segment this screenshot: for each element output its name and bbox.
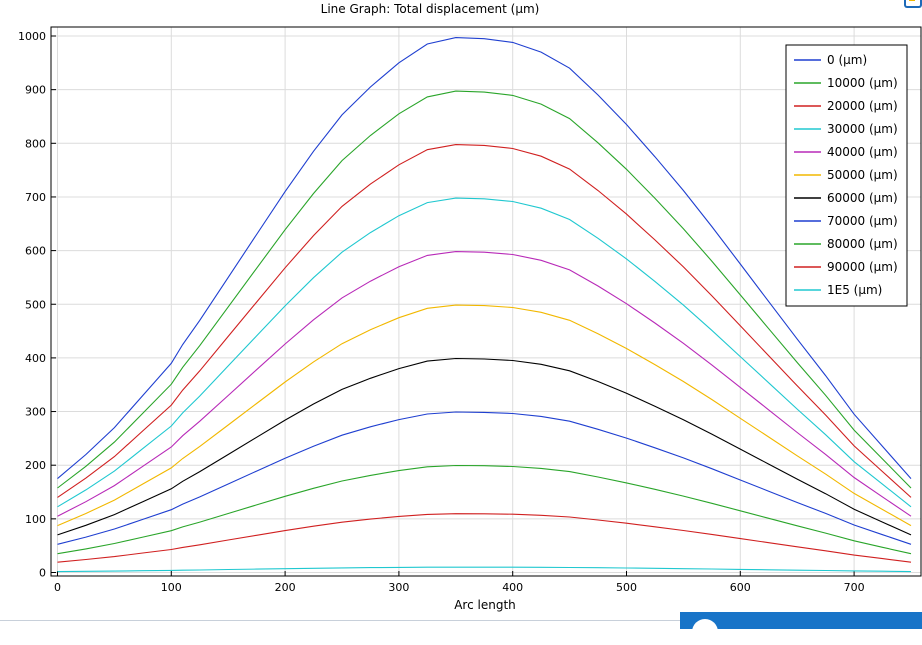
legend-label: 90000 (μm) [827, 260, 898, 274]
legend-label: 1E5 (μm) [827, 283, 882, 297]
legend-label: 70000 (μm) [827, 214, 898, 228]
x-axis: 0 100 200 300 400 500 600 700 [54, 571, 865, 594]
help-icon[interactable] [692, 619, 718, 645]
x-tick-label: 100 [161, 581, 182, 594]
series-line [57, 566, 912, 573]
legend-label: 60000 (μm) [827, 191, 898, 205]
y-tick-label: 300 [25, 406, 46, 419]
series-lines [57, 37, 912, 573]
toolbar-panel[interactable] [680, 612, 922, 645]
window-icon-fill [909, 0, 915, 1]
series-line [57, 357, 912, 536]
y-tick-label: 100 [25, 513, 46, 526]
divider [0, 620, 680, 621]
legend-label: 40000 (μm) [827, 145, 898, 159]
plot-area [50, 26, 922, 577]
x-tick-label: 500 [616, 581, 637, 594]
series-line [57, 197, 912, 508]
y-tick-label: 500 [25, 298, 46, 311]
legend-label: 50000 (μm) [827, 168, 898, 182]
x-tick-label: 700 [844, 581, 865, 594]
series-line [57, 251, 912, 517]
x-tick-label: 0 [54, 581, 61, 594]
y-tick-label: 800 [25, 137, 46, 150]
window-icon[interactable] [904, 0, 922, 8]
y-axis: 0 100 200 300 400 500 600 700 800 900 1000 [18, 30, 56, 580]
chart-title: Line Graph: Total displacement (μm) [321, 2, 540, 16]
grid-lines [51, 27, 921, 576]
legend-label: 0 (μm) [827, 53, 867, 67]
y-tick-label: 400 [25, 352, 46, 365]
y-tick-label: 900 [25, 84, 46, 97]
y-tick-label: 0 [39, 567, 46, 580]
series-line [57, 37, 912, 480]
x-tick-label: 600 [730, 581, 751, 594]
legend-label: 30000 (μm) [827, 122, 898, 136]
y-tick-label: 1000 [18, 30, 46, 43]
series-line [57, 411, 912, 545]
series-line [57, 513, 912, 563]
x-tick-label: 200 [275, 581, 296, 594]
legend-label: 80000 (μm) [827, 237, 898, 251]
legend-label: 10000 (μm) [827, 76, 898, 90]
series-line [57, 90, 912, 489]
y-tick-label: 200 [25, 459, 46, 472]
series-line [57, 144, 912, 498]
legend-label: 20000 (μm) [827, 99, 898, 113]
series-line [57, 464, 912, 555]
y-tick-label: 700 [25, 191, 46, 204]
x-tick-label: 300 [388, 581, 409, 594]
y-tick-label: 600 [25, 245, 46, 258]
legend: 0 (μm) 10000 (μm) 20000 (μm) 30000 (μm) 4000… [785, 44, 908, 307]
line-graph: Line Graph: Total displacement (μm) 0 100… [18, 2, 922, 612]
x-axis-label: Arc length [454, 598, 516, 612]
series-line [57, 304, 912, 527]
x-tick-label: 400 [502, 581, 523, 594]
